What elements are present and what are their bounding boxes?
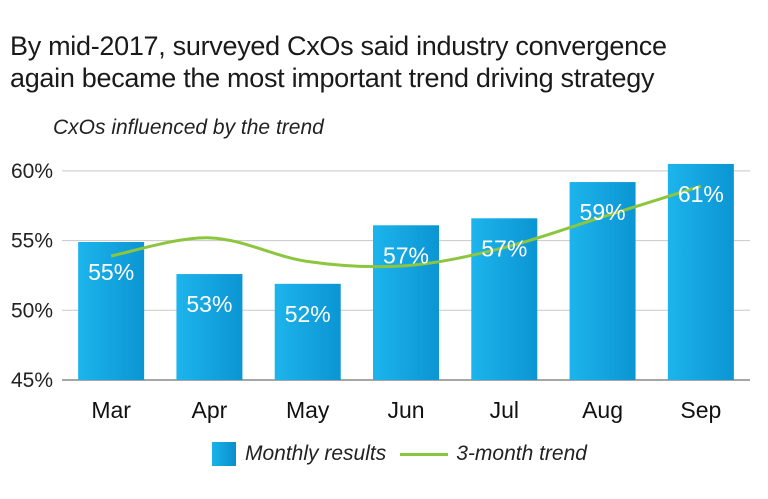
bar-mar (78, 242, 145, 380)
x-tick-label: Jun (387, 397, 424, 423)
data-label: 57% (383, 242, 429, 268)
x-axis-labels: Mar Apr May Jun Jul Aug Sep (91, 397, 721, 423)
legend-line-swatch (400, 452, 449, 456)
bar-apr (176, 274, 243, 380)
y-tick-label: 50% (11, 299, 53, 322)
bar-aug (569, 182, 636, 380)
trend-line (110, 184, 702, 269)
y-axis-caption: CxOs influenced by the trend (53, 116, 324, 139)
data-labels: 55% 53% 52% 57% 57% 59% 61% (88, 181, 724, 327)
x-tick-label: Aug (582, 397, 623, 423)
data-label: 53% (186, 291, 232, 317)
bars (78, 163, 734, 380)
x-tick-label: Jul (490, 397, 519, 423)
legend: Monthly results 3-month trend (212, 440, 587, 468)
y-tick-label: 60% (11, 160, 53, 183)
chart-title: By mid-2017, surveyed CxOs said industry… (10, 30, 760, 94)
data-label: 57% (481, 235, 527, 261)
bar-may (274, 283, 341, 380)
y-tick-label: 45% (11, 369, 53, 392)
legend-bar-swatch (212, 442, 236, 466)
legend-monthly-results: Monthly results (245, 442, 387, 465)
data-label: 52% (285, 301, 331, 327)
data-label: 61% (678, 181, 724, 207)
y-tick-label: 55% (11, 230, 53, 253)
legend-3-month-trend: 3-month trend (456, 442, 587, 465)
x-tick-label: Apr (192, 397, 228, 423)
x-tick-label: Sep (680, 397, 721, 423)
trend-line-group (110, 184, 702, 269)
data-label: 59% (580, 199, 626, 225)
bar-sep (667, 163, 734, 380)
x-tick-label: Mar (91, 397, 131, 423)
title-line-2: again became the most important trend dr… (10, 63, 655, 93)
title-line-1: By mid-2017, surveyed CxOs said industry… (10, 31, 667, 61)
data-label: 55% (88, 259, 134, 285)
x-tick-label: May (286, 397, 330, 423)
bar-jun (373, 225, 439, 380)
bar-jul (471, 218, 538, 380)
y-axis-ticks: 45% 50% 55% 60% (11, 160, 53, 392)
